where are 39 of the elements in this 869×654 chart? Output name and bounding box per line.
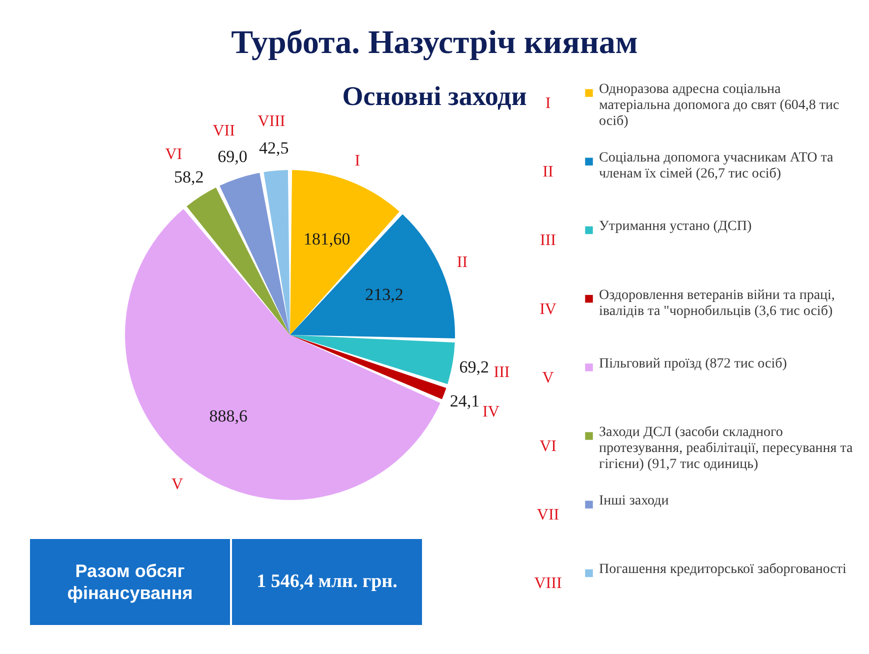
pie-slice — [290, 335, 446, 400]
legend-label: Одноразова адресна соціальна матеріальна допомога до свят (604,8 тис осіб) — [599, 82, 840, 129]
text: VII — [536, 506, 560, 524]
pie-slice — [290, 214, 455, 338]
data-label: 69,0 — [218, 147, 248, 166]
legend-label: Погашення кредиторської заборгованості — [599, 562, 847, 578]
text: VIII — [258, 112, 286, 130]
data-label: 888,6 — [209, 406, 248, 426]
data-label: 58,2 — [174, 168, 204, 187]
text: IV — [540, 300, 556, 318]
data-label: 42,5 — [259, 138, 289, 158]
data-label: 24,1 — [450, 391, 480, 410]
text: II — [542, 164, 554, 181]
text: VI — [165, 146, 182, 164]
legend-label: Соціальна допомога учасникам АТО та членам їх сімей (26,7 тис осіб) — [599, 150, 834, 182]
chart-subtitle: Основні заходи — [342, 81, 527, 111]
chart-title: Турбота. Назустріч киянам — [231, 25, 638, 61]
text: IV — [482, 403, 500, 420]
text: V — [172, 476, 184, 494]
text: VI — [540, 438, 556, 455]
text: VII — [212, 122, 235, 140]
text: III — [494, 364, 510, 382]
legend-label: Утримання устано (ДСП) — [599, 219, 752, 234]
pie-slice — [290, 335, 455, 384]
legend-label: Оздоровлення ветеранів війни та праці, івалідів та "чорнобильців (3,6 тис осіб) — [599, 288, 835, 319]
pie-slice — [186, 188, 290, 335]
legend-label: Інші заходи — [599, 494, 670, 509]
text: I — [545, 95, 551, 112]
text: V — [542, 369, 554, 386]
data-label: 213,2 — [365, 285, 404, 304]
text: I — [354, 152, 360, 170]
text: II — [456, 254, 468, 272]
legend-label: Пільговий проїзд (872 тис осіб) — [599, 356, 788, 372]
text: III — [540, 232, 556, 250]
data-label: 181,60 — [304, 230, 350, 249]
summary-box: Разом обсяг фінансування 1 546,4 млн. грн. — [30, 539, 422, 625]
legend-label: Заходи ДСЛ (засоби складного протезування, реабілітації, пересування та гігієни) (91,7 тис одиниць) — [599, 425, 854, 472]
data-label: 69,2 — [459, 357, 490, 376]
text: VIII — [534, 575, 562, 592]
